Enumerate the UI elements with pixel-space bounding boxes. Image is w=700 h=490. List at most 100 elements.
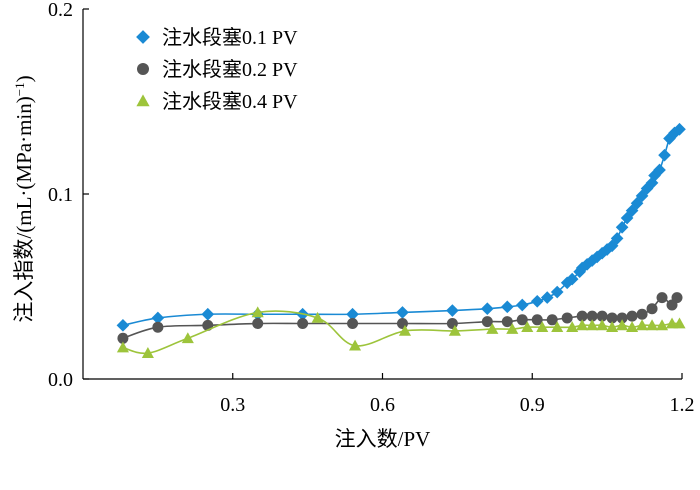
data-point: [481, 302, 494, 316]
y-tick-label: 0.2: [48, 0, 73, 21]
legend-item-0.4pv: 注水段塞0.4 PV: [136, 90, 298, 113]
data-point: [116, 319, 130, 332]
data-point: [576, 310, 588, 322]
data-point: [610, 232, 624, 245]
data-point: [486, 323, 499, 334]
data-point: [566, 321, 579, 333]
data-point: [201, 307, 215, 321]
data-point: [448, 324, 461, 336]
data-point: [546, 314, 558, 326]
data-point: [616, 312, 628, 324]
data-point: [297, 318, 309, 329]
data-point: [586, 319, 599, 331]
data-point: [673, 317, 686, 329]
data-point: [565, 272, 579, 286]
data-point: [540, 291, 554, 304]
data-point: [615, 220, 629, 234]
data-point: [658, 148, 671, 162]
data-point: [576, 319, 589, 331]
legend-label: 注水段塞0.4 PV: [162, 90, 298, 113]
legend-item-0.2pv: 注水段塞0.2 PV: [137, 58, 298, 81]
data-point: [251, 306, 264, 318]
data-point: [673, 122, 686, 136]
data-point: [141, 347, 154, 358]
data-point: [347, 318, 359, 329]
data-point: [671, 292, 683, 304]
data-point: [501, 316, 513, 328]
data-point: [481, 316, 493, 328]
legend-marker-triangle: [136, 94, 150, 107]
data-point: [396, 306, 409, 319]
data-point: [630, 196, 644, 210]
x-tick-label: 1.2: [670, 394, 695, 416]
data-point: [530, 294, 544, 308]
data-point: [551, 321, 564, 333]
data-point: [151, 311, 165, 325]
data-point: [626, 310, 638, 322]
data-point: [646, 319, 659, 331]
legend: 注水段塞0.1 PV 注水段塞0.2 PV 注水段塞0.4 PV: [136, 26, 298, 113]
legend-marker-shape: [137, 63, 149, 75]
x-tick-label: 0.3: [220, 394, 245, 416]
data-point: [586, 310, 598, 322]
data-point: [515, 298, 529, 312]
data-point: [550, 285, 564, 299]
y-axis-title-main: 注入指数/(mL·(MPa·min): [12, 96, 36, 322]
data-point: [152, 321, 164, 333]
legend-marker-shape: [136, 30, 150, 44]
data-point: [516, 314, 528, 326]
data-point: [626, 321, 639, 333]
series-diamond: [116, 122, 686, 332]
x-tick-label: 0.6: [370, 394, 395, 416]
data-point: [590, 250, 604, 264]
data-point: [531, 314, 543, 326]
data-point: [663, 132, 676, 145]
data-point: [616, 319, 629, 331]
data-point: [521, 321, 534, 333]
x-ticks: 0.3 0.6 0.9 1.2: [220, 373, 695, 416]
data-point: [596, 319, 609, 331]
series-triangle: [116, 306, 686, 358]
data-point: [606, 321, 619, 333]
data-point: [625, 204, 639, 217]
y-axis-title-tail: ): [12, 75, 36, 82]
legend-marker-shape: [136, 94, 150, 107]
data-point: [646, 303, 658, 315]
y-axis-title-superscript: −1: [12, 82, 27, 96]
x-tick-label: 0.9: [520, 394, 545, 416]
data-point: [596, 310, 608, 322]
data-point: [346, 307, 359, 321]
data-point: [653, 163, 666, 177]
data-point: [561, 312, 573, 324]
data-point: [506, 323, 519, 334]
data-point: [500, 300, 514, 314]
data-point: [311, 311, 324, 323]
data-point: [668, 126, 681, 140]
data-point: [645, 176, 659, 190]
y-ticks: 0.0 0.1 0.2: [48, 0, 89, 391]
x-axis-title: 注入数/PV: [335, 427, 431, 451]
legend-marker-circle: [137, 63, 149, 75]
data-point: [536, 321, 549, 333]
legend-item-0.1pv: 注水段塞0.1 PV: [136, 26, 298, 49]
y-tick-label: 0.1: [48, 184, 73, 206]
data-point: [348, 339, 362, 351]
data-point: [117, 332, 129, 344]
series-line: [122, 128, 680, 327]
data-point: [636, 319, 649, 331]
data-point: [636, 308, 648, 320]
legend-marker-diamond: [136, 30, 150, 44]
data-point: [116, 341, 129, 353]
legend-label: 注水段塞0.2 PV: [162, 58, 298, 81]
data-point: [446, 304, 459, 317]
data-point: [606, 312, 618, 324]
data-point: [656, 292, 668, 304]
data-point: [181, 332, 194, 344]
data-point: [655, 319, 669, 331]
data-point: [605, 239, 619, 253]
axes: 0.3 0.6 0.9 1.2 0.0 0.1 0.2: [48, 0, 695, 416]
y-axis-title: 注入指数/(mL·(MPa·min)−1): [12, 75, 37, 322]
y-tick-label: 0.0: [48, 369, 73, 391]
data-point: [398, 324, 412, 336]
